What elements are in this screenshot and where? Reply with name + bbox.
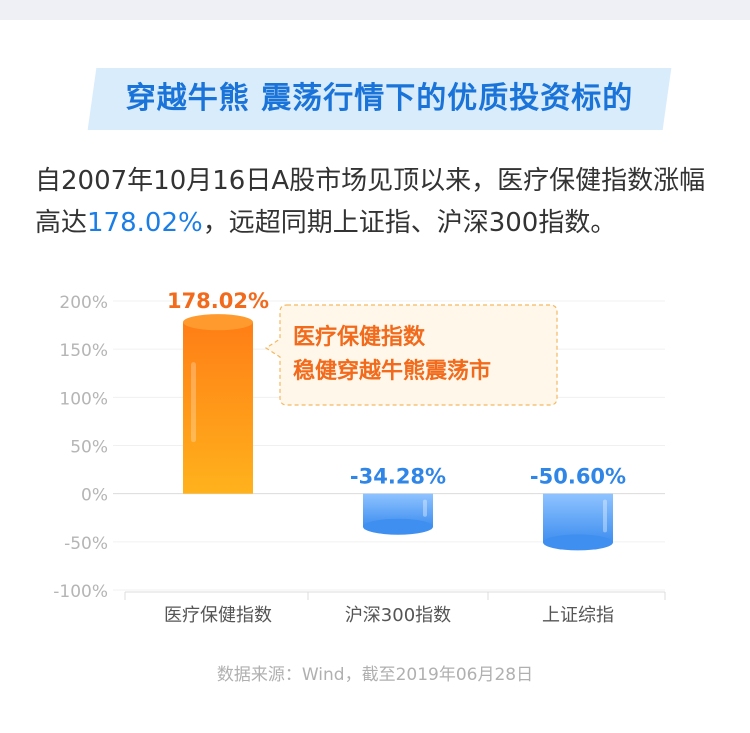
y-tick-label: 150% [59,341,108,361]
bar-value-label: 178.02% [167,289,269,313]
bar-cap [183,314,253,331]
x-category-label: 上证综指 [542,605,614,626]
y-tick-label: -100% [53,582,108,602]
intro-text-part1: 自2007年10月16日A股市场见顶以来，医疗保健指数涨幅高达 [35,166,706,238]
bar-highlight [191,362,196,443]
y-tick-label: 200% [59,293,108,313]
bar-bottom-cap [543,534,613,551]
intro-text-part2: ，远超同期上证指、沪深300指数。 [202,208,617,238]
top-band [0,0,750,20]
bar-highlight [423,499,427,517]
x-category-label: 沪深300指数 [345,605,451,626]
bar [543,493,613,543]
callout-line-1: 医疗保健指数 [293,324,426,350]
bar-value-label: -34.28% [350,465,446,489]
data-source-note: 数据来源：Wind，截至2019年06月28日 [216,665,534,685]
y-tick-label: 0% [81,486,108,506]
y-tick-label: 50% [70,438,108,458]
intro-highlight-value: 178.02% [87,208,203,238]
bar-chart: 200%150%100%50%0%-50%-100% 178.02%医疗保健指数… [53,289,666,626]
bar-bottom-cap [363,518,433,535]
bar-highlight [603,499,607,533]
x-category-label: 医疗保健指数 [164,605,272,626]
page-title: 穿越牛熊 震荡行情下的优质投资标的 [125,81,634,116]
y-tick-label: 100% [59,389,108,409]
callout-box: 医疗保健指数 稳健穿越牛熊震荡市 [264,304,558,406]
callout-line-2: 稳健穿越牛熊震荡市 [293,358,491,384]
bar [183,322,253,494]
bar-value-label: -50.60% [530,465,626,489]
y-tick-layer: 200% 150% 100% 50% 0% -50% -100% [53,293,108,602]
bar-layer: 178.02% 医疗保健指数 -34.28% 沪深300指数 -50.60% 上证综指 [164,289,626,626]
y-tick-label: -50% [64,534,108,554]
intro-paragraph: 自2007年10月16日A股市场见顶以来，医疗保健指数涨幅高达178.02%，远… [35,160,725,244]
